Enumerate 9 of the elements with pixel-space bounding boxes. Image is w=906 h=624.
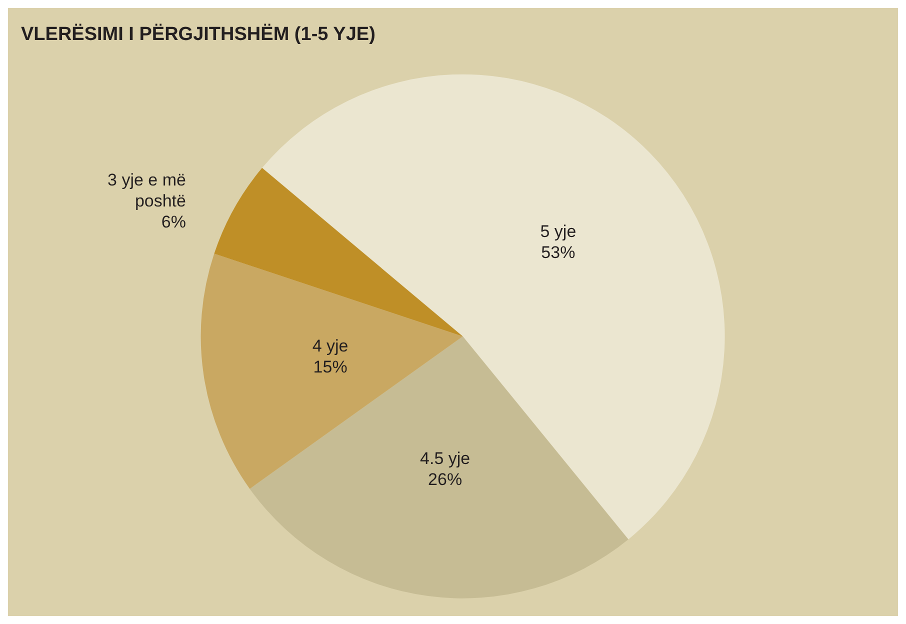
- slice-label: 4 yje: [312, 336, 348, 356]
- data-label: 6%: [161, 212, 186, 232]
- chart-title: VLERËSIMI I PËRGJITHSHËM (1-5 YJE): [21, 23, 376, 45]
- data-label: 15%: [313, 357, 348, 376]
- data-label: 26%: [428, 470, 462, 490]
- slice-label: 4.5 yje: [420, 449, 470, 468]
- data-label: 53%: [541, 243, 576, 262]
- slice-label: 5 yje: [540, 222, 576, 242]
- slice-label: 3 yje e më poshtë: [108, 170, 186, 211]
